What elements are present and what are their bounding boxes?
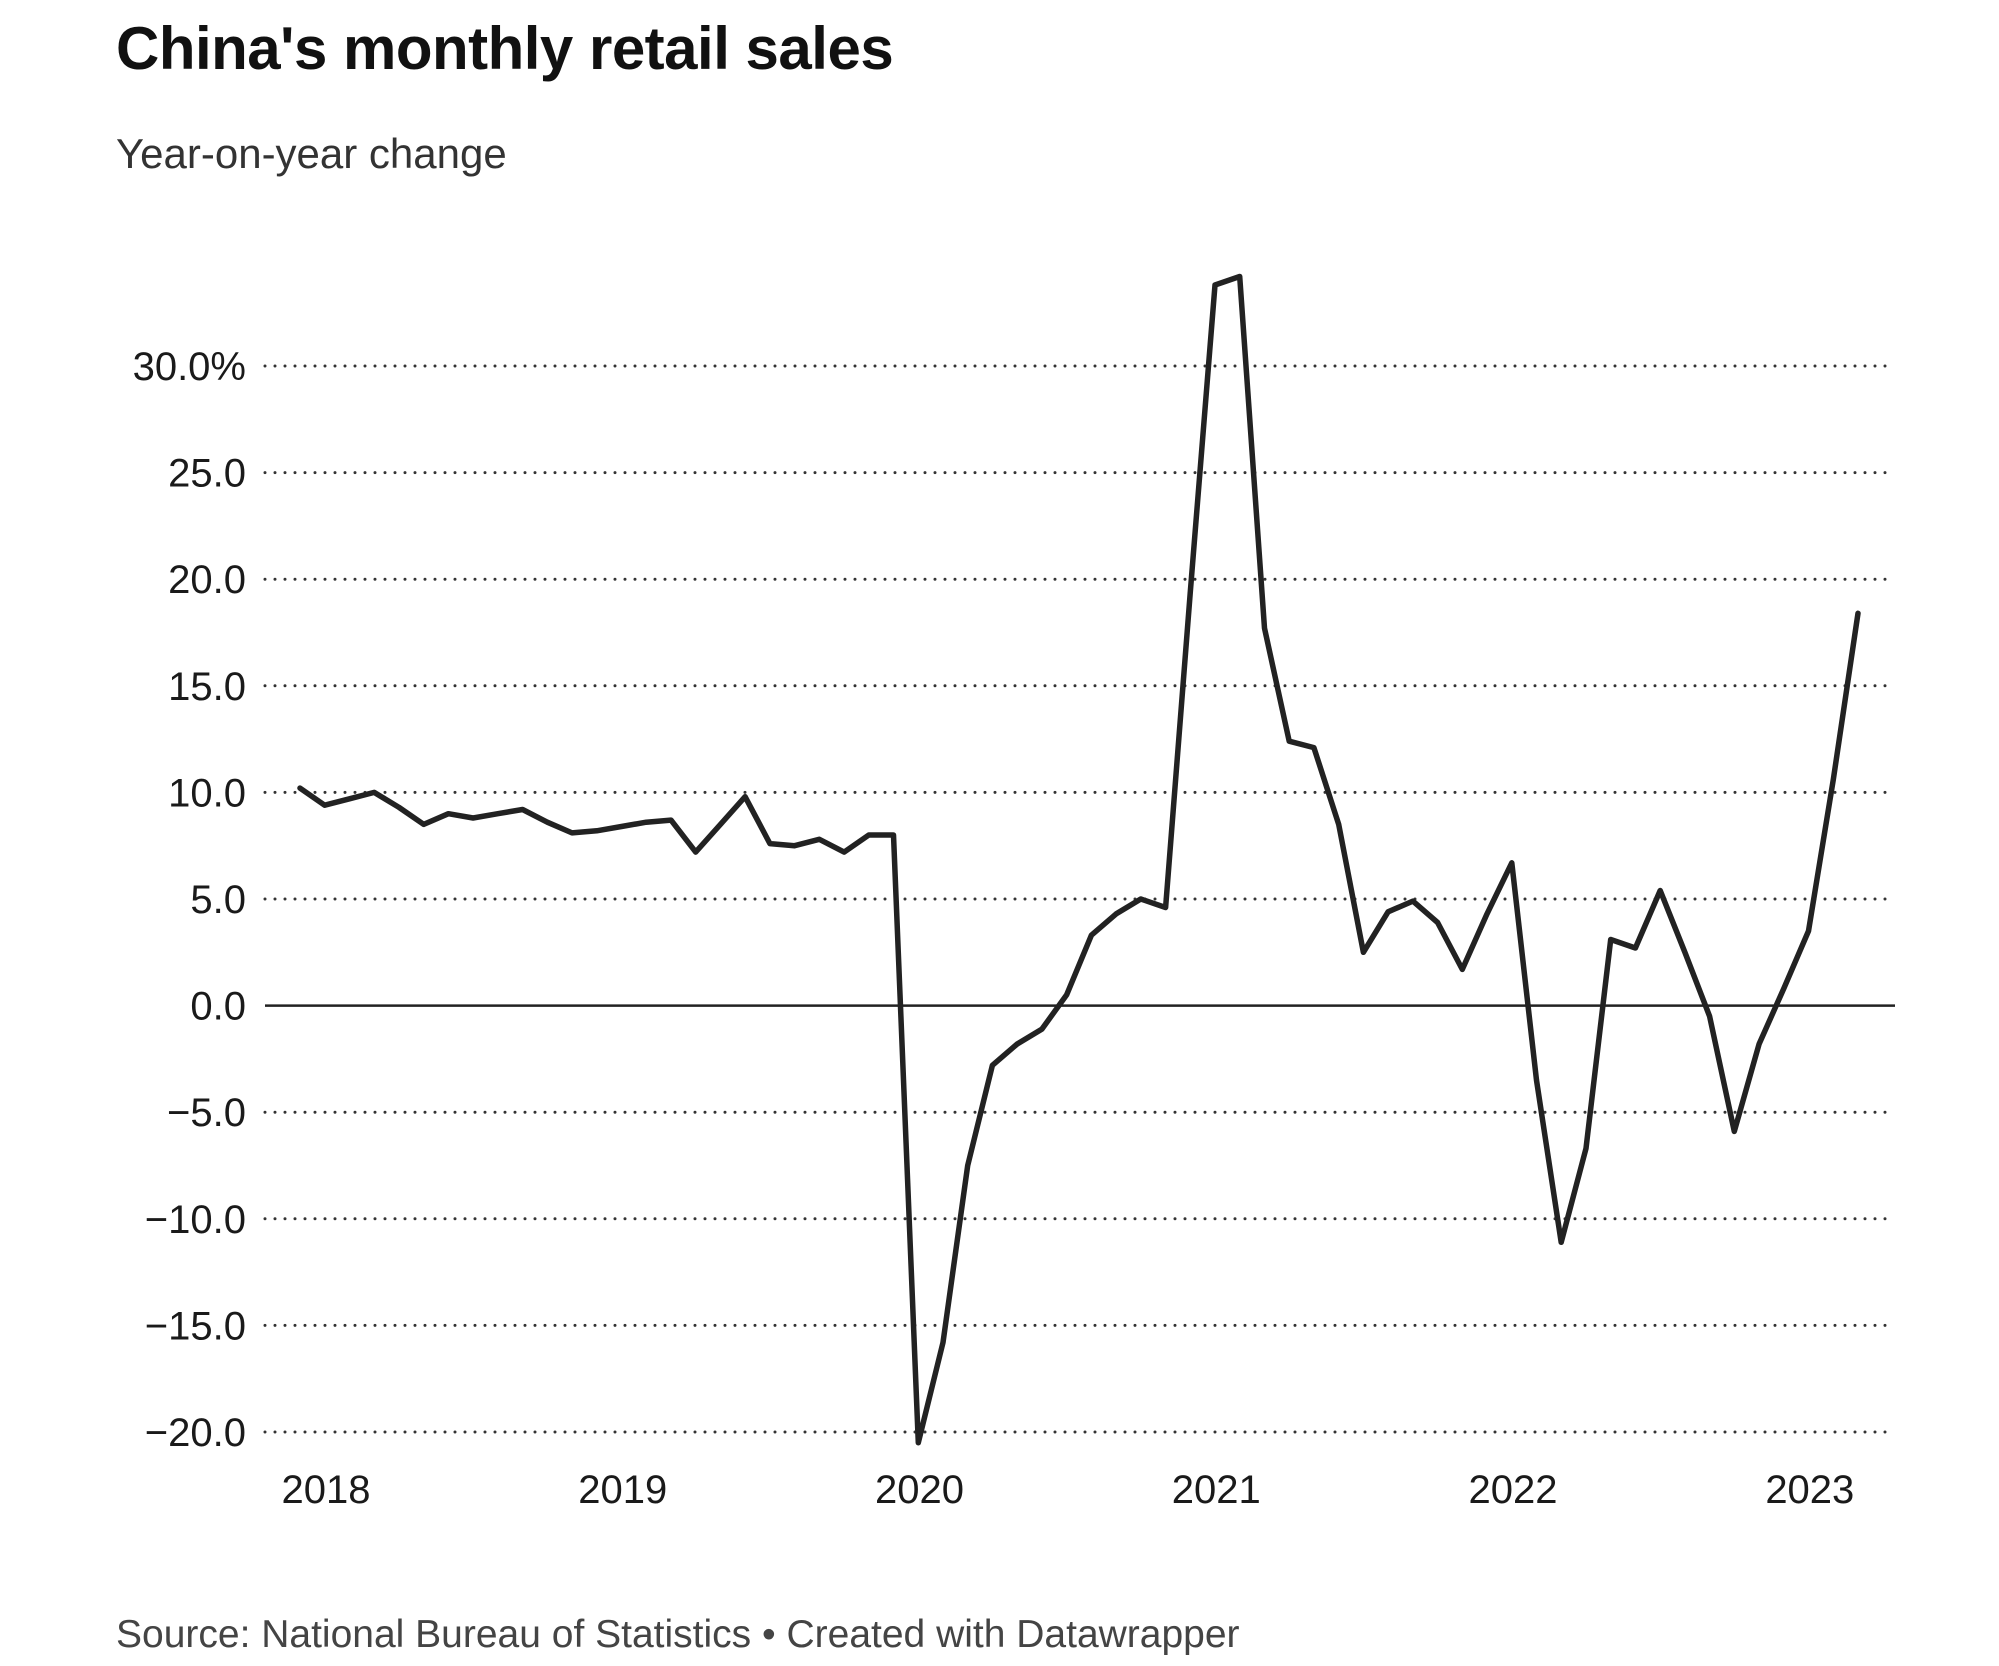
y-tick-label: 0.0 — [190, 985, 246, 1029]
x-tick-label: 2021 — [1172, 1468, 1261, 1512]
y-tick-label: −20.0 — [145, 1411, 246, 1455]
y-tick-label: −5.0 — [167, 1091, 246, 1135]
y-tick-label: 30.0% — [133, 345, 246, 389]
series-lines — [297, 273, 1861, 1446]
x-tick-label: 2020 — [875, 1468, 964, 1512]
y-tick-label: 15.0 — [168, 665, 246, 709]
y-tick-label: −15.0 — [145, 1304, 246, 1348]
chart-subtitle: Year-on-year change — [116, 130, 507, 177]
y-tick-label: 5.0 — [190, 878, 246, 922]
series-line — [297, 273, 1861, 1446]
y-tick-label: 25.0 — [168, 452, 246, 496]
y-tick-label: 10.0 — [168, 771, 246, 815]
x-axis-labels: 2018 2019 2020 2021 2022 2023 — [282, 1468, 1855, 1512]
x-tick-label: 2019 — [578, 1468, 667, 1512]
y-axis-labels: 30.0% 25.0 20.0 15.0 10.0 5.0 0.0 −5.0 −10.0 −15.… — [133, 345, 246, 1455]
x-tick-label: 2023 — [1765, 1468, 1854, 1512]
gridlines — [263, 364, 1892, 1434]
y-tick-label: −10.0 — [145, 1198, 246, 1242]
x-tick-label: 2018 — [282, 1468, 371, 1512]
x-tick-label: 2022 — [1469, 1468, 1558, 1512]
source-footer: Source: National Bureau of Statistics • … — [116, 1613, 1240, 1656]
y-tick-label: 20.0 — [168, 558, 246, 602]
chart-title: China's monthly retail sales — [116, 15, 894, 82]
